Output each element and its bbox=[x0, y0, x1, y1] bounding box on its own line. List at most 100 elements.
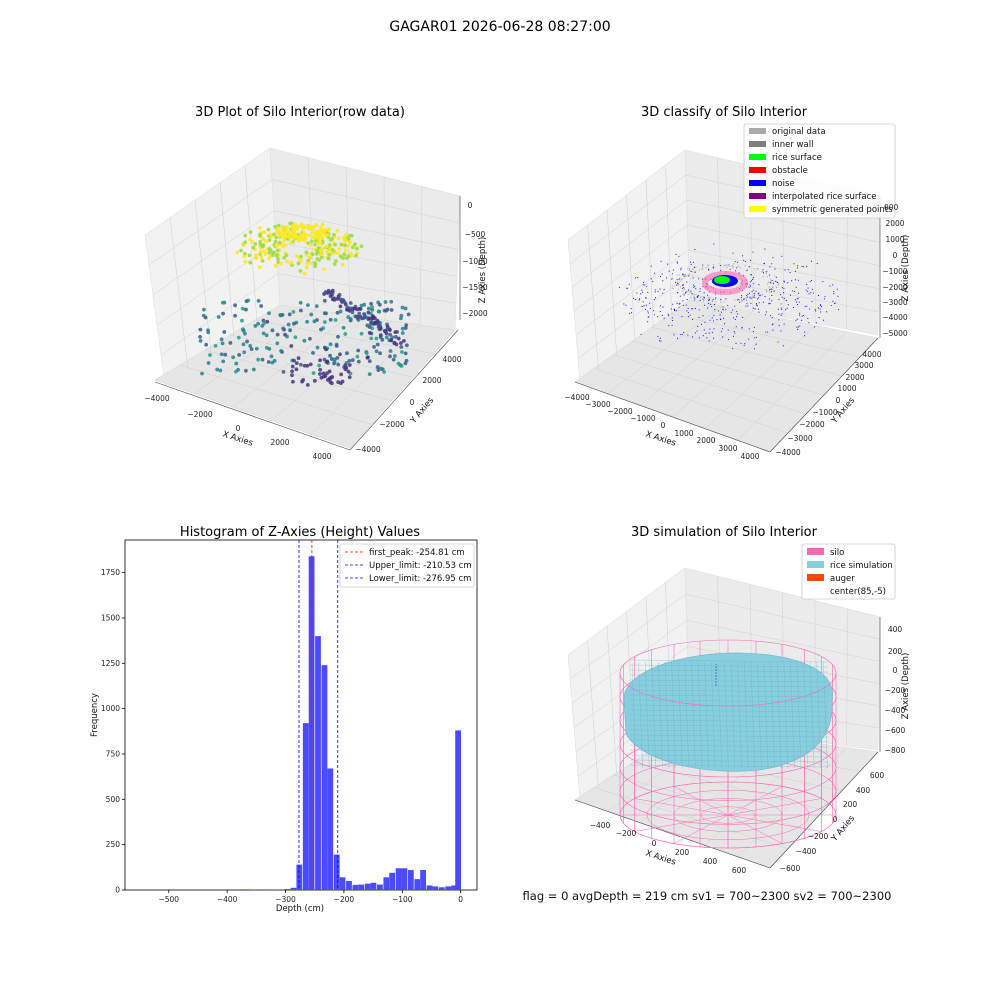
raw-point bbox=[299, 254, 303, 259]
rice-mesh-line bbox=[629, 689, 829, 693]
noise-point bbox=[807, 287, 809, 289]
rice-mesh-line bbox=[629, 674, 829, 678]
noise-point bbox=[626, 287, 628, 290]
raw-point bbox=[299, 233, 304, 238]
raw-point bbox=[270, 360, 275, 365]
legend-label: silo bbox=[830, 548, 844, 558]
noise-point bbox=[678, 306, 680, 308]
p2-xtick: 3000 bbox=[718, 444, 737, 453]
p2-ytick: −4000 bbox=[775, 448, 801, 457]
noise-point bbox=[797, 297, 799, 299]
raw-point bbox=[273, 224, 278, 229]
noise-point bbox=[686, 281, 688, 283]
noise-point bbox=[796, 267, 799, 269]
hist-bar bbox=[250, 889, 257, 890]
panel-raw-3d: 3D Plot of Silo Interior(row data) −4000… bbox=[144, 105, 488, 461]
raw-point bbox=[335, 310, 340, 315]
original-point bbox=[769, 291, 771, 293]
noise-point bbox=[661, 314, 663, 316]
original-point bbox=[695, 271, 697, 273]
noise-point bbox=[660, 340, 662, 342]
rice-mesh-line bbox=[629, 759, 829, 763]
raw-point bbox=[371, 316, 376, 321]
noise-point bbox=[719, 314, 721, 316]
noise-point bbox=[801, 265, 803, 267]
noise-point bbox=[691, 292, 693, 295]
noise-point bbox=[654, 289, 656, 291]
raw-point bbox=[398, 316, 403, 321]
noise-point bbox=[755, 290, 757, 292]
raw-point bbox=[260, 244, 265, 248]
raw-point bbox=[356, 348, 361, 353]
raw-point bbox=[258, 232, 263, 237]
hist-bar bbox=[426, 885, 433, 890]
raw-point bbox=[388, 349, 393, 353]
noise-point bbox=[819, 308, 821, 310]
noise-point bbox=[693, 284, 695, 286]
original-point bbox=[700, 268, 702, 270]
noise-point bbox=[778, 325, 780, 327]
noise-point bbox=[746, 295, 748, 297]
raw-point bbox=[322, 229, 327, 233]
noise-point bbox=[679, 302, 681, 304]
original-point bbox=[687, 291, 689, 293]
noise-point bbox=[708, 268, 710, 270]
panel1-title: 3D Plot of Silo Interior(row data) bbox=[195, 105, 405, 120]
hist-ytick-label: 1750 bbox=[101, 568, 120, 577]
noise-point bbox=[762, 301, 764, 303]
noise-point bbox=[781, 255, 783, 257]
noise-point bbox=[740, 296, 743, 298]
raw-point bbox=[389, 338, 393, 342]
rice-mesh-line bbox=[717, 661, 722, 769]
noise-point bbox=[816, 262, 818, 265]
p4-ytick: −200 bbox=[808, 832, 829, 841]
rice-mesh-line bbox=[724, 661, 729, 769]
silo-floor-spoke bbox=[634, 814, 729, 832]
noise-point bbox=[680, 267, 682, 269]
noise-point bbox=[677, 279, 679, 281]
p4-ztick: 200 bbox=[888, 647, 903, 656]
raw-point bbox=[248, 260, 253, 265]
noise-point bbox=[747, 293, 749, 296]
noise-point bbox=[802, 266, 804, 268]
raw-point bbox=[242, 350, 247, 355]
noise-point bbox=[775, 280, 777, 282]
noise-point bbox=[676, 261, 678, 263]
hist-xtick-label: −200 bbox=[334, 895, 355, 904]
raw-point bbox=[298, 308, 303, 313]
raw-point bbox=[369, 301, 374, 306]
raw-point bbox=[310, 230, 315, 235]
rice-mesh-line bbox=[697, 661, 703, 769]
noise-point bbox=[809, 281, 811, 283]
raw-point bbox=[344, 365, 349, 370]
noise-point bbox=[676, 262, 678, 264]
rice-mesh-line bbox=[629, 684, 829, 688]
original-point bbox=[729, 265, 731, 267]
p1-ytick: 4000 bbox=[442, 355, 461, 364]
legend-swatch bbox=[749, 154, 766, 160]
raw-point bbox=[275, 332, 280, 337]
p2-ytick: 0 bbox=[836, 396, 841, 405]
noise-point bbox=[742, 298, 744, 300]
noise-point bbox=[730, 311, 732, 313]
noise-point bbox=[698, 278, 700, 280]
raw-point bbox=[346, 243, 351, 248]
noise-point bbox=[680, 333, 682, 336]
raw-point bbox=[356, 359, 361, 364]
rice-mesh-line bbox=[629, 724, 829, 728]
noise-point bbox=[756, 305, 758, 307]
rice-mesh-line bbox=[763, 661, 769, 769]
obstacle-ring bbox=[702, 271, 748, 295]
raw-point bbox=[375, 318, 380, 323]
raw-point bbox=[333, 242, 338, 247]
noise-point bbox=[818, 317, 820, 319]
legend-label: rice surface bbox=[772, 153, 822, 163]
raw-point bbox=[298, 362, 303, 367]
noise-point bbox=[675, 253, 677, 255]
raw-point bbox=[285, 334, 289, 339]
noise-point bbox=[647, 312, 649, 314]
noise-point bbox=[639, 298, 641, 300]
silo-floor-spoke bbox=[727, 814, 783, 844]
noise-point bbox=[677, 337, 679, 339]
raw-point bbox=[335, 228, 340, 233]
